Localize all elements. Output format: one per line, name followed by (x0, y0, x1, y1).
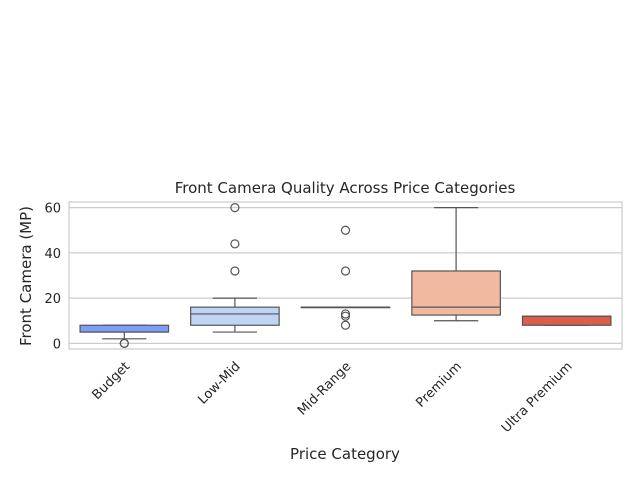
box-low-mid (190, 203, 280, 333)
outlier-point (340, 266, 351, 276)
box-body (190, 306, 280, 326)
y-tick-label: 0 (53, 337, 61, 352)
outlier-point (230, 203, 240, 213)
box-mid-range (300, 225, 391, 330)
box-budget (79, 324, 170, 348)
y-tick-label: 20 (44, 292, 61, 307)
plot-frame (68, 201, 623, 350)
y-tick-label: 60 (44, 202, 61, 217)
outlier-point (119, 338, 129, 348)
box-premium (411, 207, 501, 322)
outlier-point (230, 239, 240, 249)
x-tick-label: Premium (413, 359, 465, 411)
box-body (521, 315, 612, 326)
y-tick-label: 40 (44, 247, 61, 262)
box-body (411, 270, 501, 316)
outlier-point (340, 320, 351, 330)
gridlines (69, 207, 622, 344)
x-tick-labels: Budget Low-Mid Mid-Range Premium Ultra Premi… (89, 359, 575, 436)
boxes (79, 203, 612, 348)
outlier-point (340, 309, 351, 319)
y-axis-label: Front Camera (MP) (17, 206, 35, 346)
x-tick-label: Mid-Range (295, 359, 354, 418)
outlier-point (230, 266, 240, 276)
x-axis-label: Price Category (290, 445, 400, 463)
box-body (79, 324, 170, 333)
x-tick-label: Ultra Premium (499, 359, 576, 436)
box-ultra-premium (521, 315, 612, 326)
outlier-point (340, 225, 351, 235)
x-tick-label: Budget (89, 359, 133, 403)
chart-title: Front Camera Quality Across Price Catego… (175, 179, 516, 197)
y-tick-labels: 0 20 40 60 (44, 202, 61, 353)
x-tick-label: Low-Mid (195, 359, 243, 407)
